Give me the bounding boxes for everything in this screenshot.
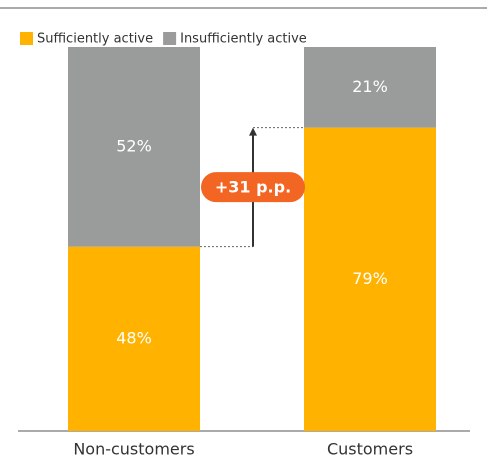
bar-segment: [68, 246, 200, 431]
annotation-label: +31 p.p.: [215, 178, 291, 197]
annotation-pill: [201, 172, 305, 203]
data-label: 48%: [116, 328, 152, 347]
bar-segment: [68, 47, 200, 247]
legend-label: Insufficiently active: [180, 32, 307, 47]
data-label: 79%: [352, 269, 388, 288]
x-tick-label: Customers: [327, 440, 413, 459]
data-label: 52%: [116, 136, 152, 155]
legend-swatch: [163, 32, 177, 45]
bar-segment: [304, 47, 436, 128]
legend-swatch: [20, 32, 33, 45]
x-tick-label: Non-customers: [73, 440, 194, 459]
arrow-head: [249, 127, 257, 136]
bar-segment: [304, 127, 436, 431]
legend-label: Sufficiently active: [37, 32, 153, 47]
data-label: 21%: [352, 77, 388, 96]
